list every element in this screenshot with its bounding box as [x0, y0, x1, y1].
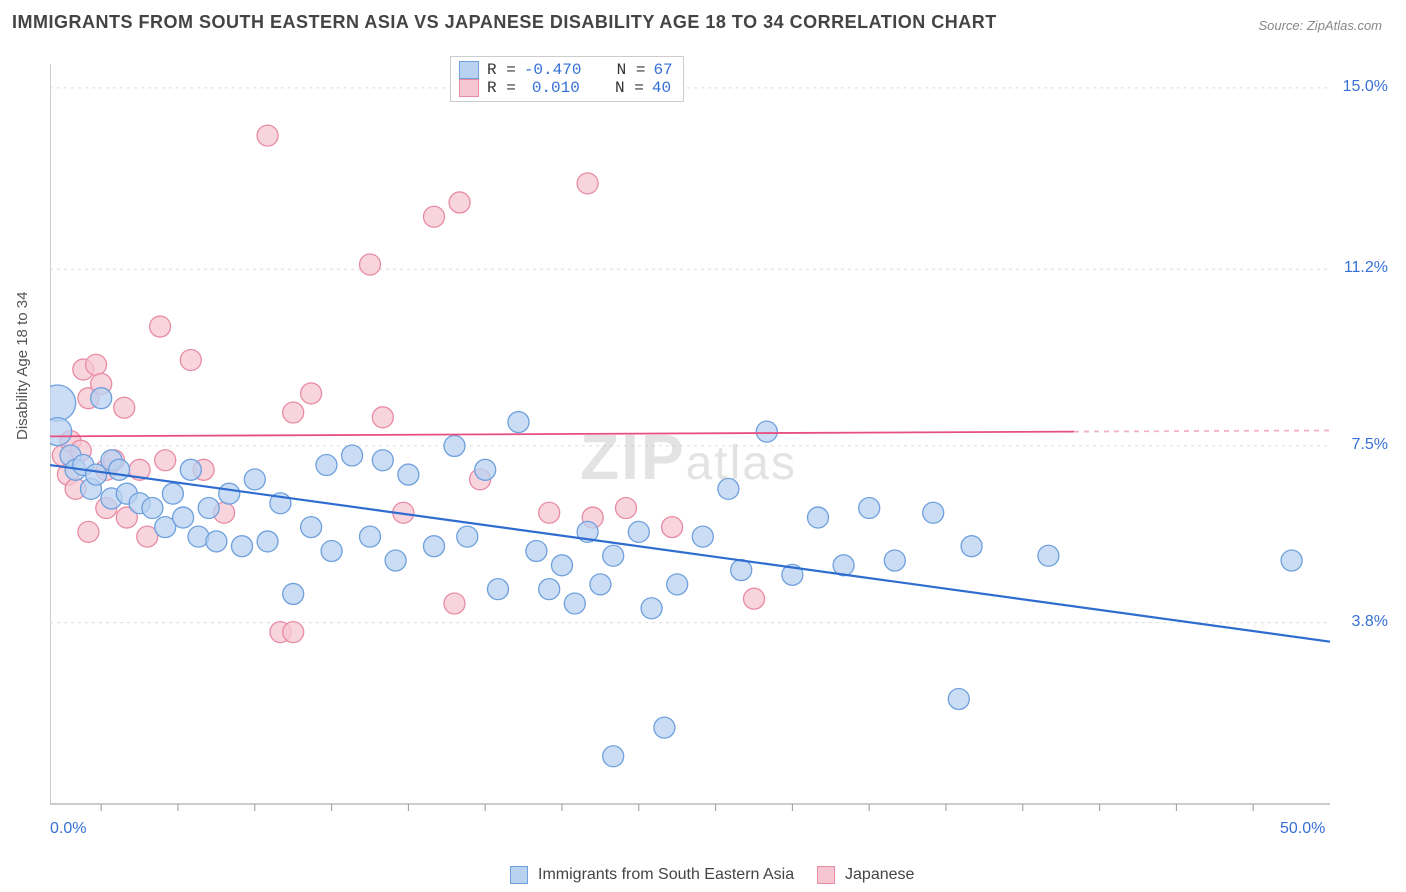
legend-swatch-1 [459, 79, 479, 97]
bottom-swatch-1 [817, 866, 835, 884]
series-0-label: Immigrants from South Eastern Asia [538, 866, 794, 883]
n-label: N = [617, 61, 646, 79]
correlation-legend-box: R = -0.470 N = 67 R = 0.010 N = 40 [450, 56, 684, 102]
legend-row-series-1: R = 0.010 N = 40 [459, 79, 673, 97]
r-label: R = [487, 79, 516, 97]
scatter-chart-svg [50, 50, 1350, 820]
legend-swatch-0 [459, 61, 479, 79]
title-bar: IMMIGRANTS FROM SOUTH EASTERN ASIA VS JA… [0, 0, 1406, 39]
r-label: R = [487, 61, 516, 79]
ytick-label: 7.5% [1352, 436, 1388, 454]
xtick-label: 50.0% [1280, 820, 1325, 838]
xtick-label: 0.0% [50, 820, 86, 838]
n-value-0: 67 [653, 61, 672, 79]
ytick-label: 11.2% [1344, 259, 1388, 277]
r-value-0: -0.470 [524, 61, 582, 79]
chart-plot-area [50, 50, 1350, 820]
source-label: Source: ZipAtlas.com [1258, 18, 1382, 33]
bottom-legend: Immigrants from South Eastern Asia Japan… [0, 866, 1406, 884]
y-axis-label: Disability Age 18 to 34 [14, 292, 31, 440]
chart-title: IMMIGRANTS FROM SOUTH EASTERN ASIA VS JA… [12, 12, 997, 33]
chart-container: IMMIGRANTS FROM SOUTH EASTERN ASIA VS JA… [0, 0, 1406, 892]
bottom-swatch-0 [510, 866, 528, 884]
n-label: N = [615, 79, 644, 97]
series-1-label: Japanese [845, 866, 914, 883]
ytick-label: 15.0% [1343, 78, 1388, 96]
legend-row-series-0: R = -0.470 N = 67 [459, 61, 673, 79]
n-value-1: 40 [652, 79, 671, 97]
r-value-1: 0.010 [524, 79, 580, 97]
ytick-label: 3.8% [1352, 613, 1388, 631]
